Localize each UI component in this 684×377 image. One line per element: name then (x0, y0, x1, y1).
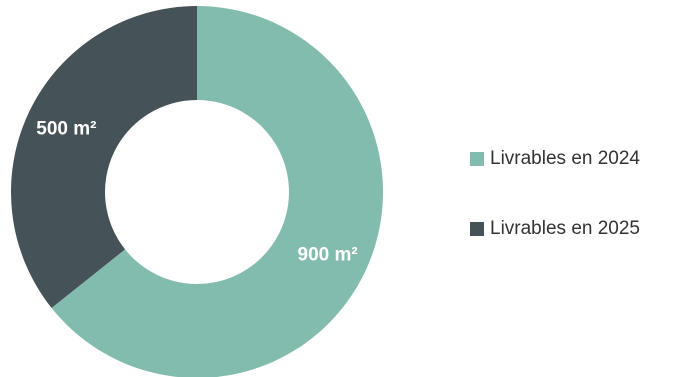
legend-label-2025: Livrables en 2025 (490, 218, 640, 239)
legend-item-2025: Livrables en 2025 (470, 217, 640, 241)
slice-2024 (51, 6, 383, 377)
legend-item-2024: Livrables en 2024 (470, 147, 640, 171)
data-label-2024: 900 m² (298, 244, 358, 265)
legend-label-2024: Livrables en 2024 (490, 148, 640, 169)
labels-group: 900 m² 500 m² (36, 119, 357, 266)
data-label-2025: 500 m² (36, 119, 96, 140)
slices-group (10, 5, 383, 377)
legend-swatch-2025 (470, 222, 484, 236)
legend: Livrables en 2024 Livrables en 2025 (470, 147, 640, 287)
donut-plot: 900 m² 500 m² (10, 5, 383, 377)
legend-swatch-2024 (470, 152, 484, 166)
slice-2025 (10, 5, 197, 308)
